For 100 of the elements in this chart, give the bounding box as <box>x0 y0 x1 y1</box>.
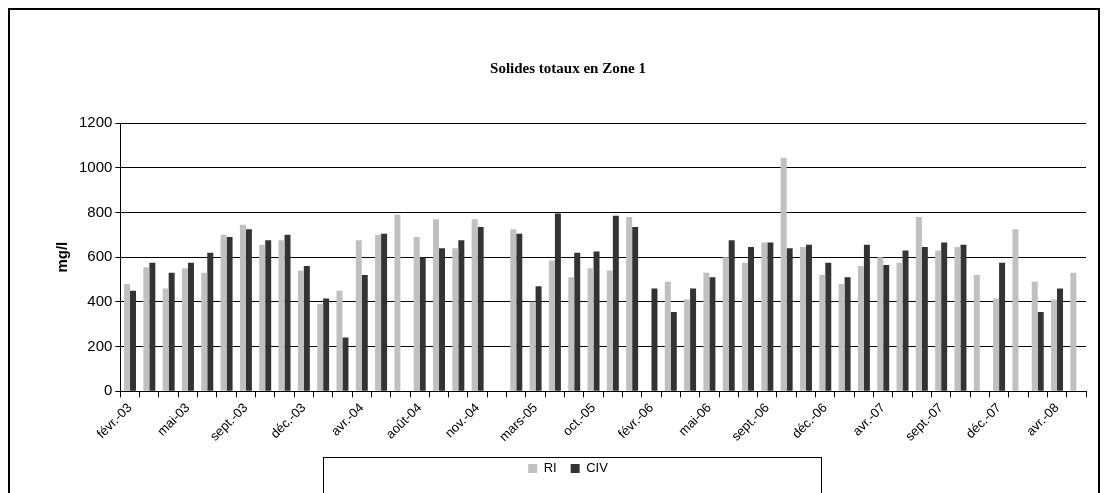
bar <box>728 240 735 391</box>
bar <box>471 219 478 391</box>
y-tick-label: 800 <box>87 202 113 220</box>
bar <box>973 275 980 391</box>
bar <box>336 290 343 391</box>
bar <box>149 262 156 391</box>
bar <box>529 301 536 391</box>
bar <box>935 250 942 391</box>
bar <box>554 213 561 391</box>
bar <box>993 298 1000 391</box>
bar <box>767 242 774 391</box>
y-tick-label: 200 <box>87 336 113 354</box>
bar <box>587 268 594 391</box>
bar <box>124 283 131 391</box>
bar <box>593 251 600 391</box>
bar <box>799 247 806 391</box>
bar <box>896 262 903 391</box>
bar <box>568 277 575 391</box>
bar <box>162 288 169 391</box>
bar <box>1037 311 1044 391</box>
bar <box>259 244 266 391</box>
bar <box>245 229 252 391</box>
bar <box>181 268 188 391</box>
bar <box>954 247 961 391</box>
bar <box>452 248 459 391</box>
bar <box>844 277 851 391</box>
chart-title: Solides totaux en Zone 1 <box>490 59 646 76</box>
bar <box>342 337 349 391</box>
bar <box>863 244 870 391</box>
bar <box>143 267 150 391</box>
bar <box>690 288 697 391</box>
bar <box>883 264 890 391</box>
bar <box>941 242 948 391</box>
bar <box>413 237 420 391</box>
bar <box>458 240 465 391</box>
y-tick-label: 0 <box>104 381 113 399</box>
bar <box>574 252 581 391</box>
bar <box>284 234 291 391</box>
bar <box>805 244 812 391</box>
bar <box>278 240 285 391</box>
bar <box>670 311 677 391</box>
bar <box>612 215 619 391</box>
bar <box>651 288 658 391</box>
bar <box>201 272 208 391</box>
bar <box>960 244 967 391</box>
bar <box>786 248 793 391</box>
bar <box>1051 299 1058 391</box>
bar <box>226 237 233 391</box>
y-tick-label: 400 <box>87 291 113 309</box>
bar <box>902 250 909 391</box>
bar <box>548 260 555 391</box>
bar <box>632 226 639 391</box>
bar <box>303 266 310 391</box>
bar <box>433 219 440 391</box>
bar <box>748 247 755 391</box>
bar <box>381 233 388 391</box>
bar <box>419 257 426 391</box>
bar <box>709 277 716 391</box>
bar <box>130 290 137 391</box>
y-tick-label: 1200 <box>78 113 113 131</box>
bar <box>168 272 175 391</box>
bar <box>265 240 272 391</box>
bar <box>664 281 671 391</box>
bar <box>819 275 826 391</box>
bar <box>477 226 484 391</box>
bar <box>1070 272 1077 391</box>
bar <box>323 298 330 391</box>
bar <box>742 262 749 391</box>
bar <box>239 224 246 391</box>
bar <box>722 257 729 391</box>
legend-label: RI <box>543 460 557 476</box>
bar <box>684 299 691 391</box>
bar <box>1031 281 1038 391</box>
bar <box>355 240 362 391</box>
bar <box>439 248 446 391</box>
bar <box>207 252 214 391</box>
legend-label: CIV <box>586 460 609 476</box>
bar <box>375 234 382 391</box>
bar <box>317 304 324 391</box>
y-axis-title: mg/l <box>53 241 71 273</box>
bar <box>626 216 633 391</box>
bar <box>606 270 613 391</box>
bar <box>516 233 523 391</box>
bar <box>187 262 194 391</box>
bar <box>361 275 368 391</box>
bar <box>510 229 517 391</box>
bar <box>1012 229 1019 391</box>
bar <box>1057 288 1064 391</box>
bar <box>999 262 1006 391</box>
bar <box>921 247 928 391</box>
bar <box>761 242 768 391</box>
bar <box>220 234 227 391</box>
bar <box>535 286 542 391</box>
bar <box>857 266 864 391</box>
bar <box>297 270 304 391</box>
bar <box>825 262 832 391</box>
bar <box>394 214 401 391</box>
y-tick-label: 600 <box>87 247 113 265</box>
y-tick-label: 1000 <box>78 157 113 175</box>
bar <box>780 157 787 391</box>
